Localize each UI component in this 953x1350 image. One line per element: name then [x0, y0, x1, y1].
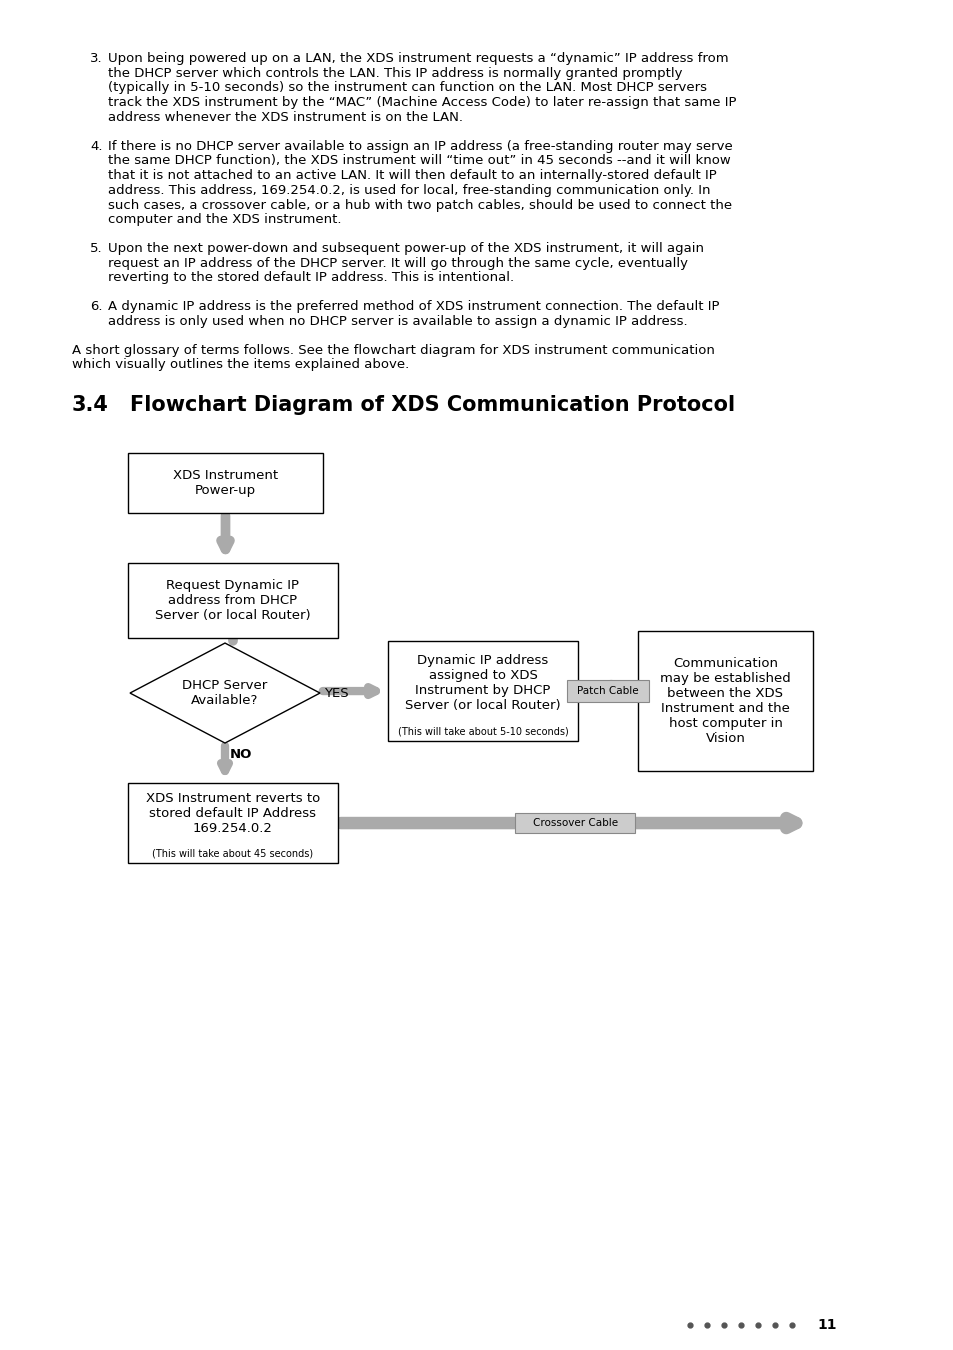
Text: reverting to the stored default IP address. This is intentional.: reverting to the stored default IP addre…: [108, 271, 514, 285]
Text: Dynamic IP address
assigned to XDS
Instrument by DHCP
Server (or local Router): Dynamic IP address assigned to XDS Instr…: [405, 653, 560, 711]
Text: address is only used when no DHCP server is available to assign a dynamic IP add: address is only used when no DHCP server…: [108, 315, 687, 328]
Text: 6.: 6.: [90, 300, 102, 313]
Text: Crossover Cable: Crossover Cable: [533, 818, 618, 828]
Text: NO: NO: [230, 748, 253, 761]
Text: (typically in 5-10 seconds) so the instrument can function on the LAN. Most DHCP: (typically in 5-10 seconds) so the instr…: [108, 81, 706, 95]
Text: Patch Cable: Patch Cable: [577, 686, 639, 697]
Text: which visually outlines the items explained above.: which visually outlines the items explai…: [71, 358, 409, 371]
Text: DHCP Server
Available?: DHCP Server Available?: [182, 679, 268, 707]
Text: (This will take about 45 seconds): (This will take about 45 seconds): [152, 848, 314, 859]
FancyBboxPatch shape: [515, 813, 635, 833]
Text: that it is not attached to an active LAN. It will then default to an internally-: that it is not attached to an active LAN…: [108, 169, 716, 182]
FancyBboxPatch shape: [128, 783, 337, 863]
Text: the same DHCP function), the XDS instrument will “time out” in 45 seconds --and : the same DHCP function), the XDS instrum…: [108, 154, 730, 167]
Text: 11: 11: [816, 1318, 836, 1332]
Text: address whenever the XDS instrument is on the LAN.: address whenever the XDS instrument is o…: [108, 111, 462, 124]
Text: (This will take about 5-10 seconds): (This will take about 5-10 seconds): [397, 726, 568, 736]
Text: Communication
may be established
between the XDS
Instrument and the
host compute: Communication may be established between…: [659, 657, 790, 745]
FancyBboxPatch shape: [128, 454, 323, 513]
Text: Upon being powered up on a LAN, the XDS instrument requests a “dynamic” IP addre: Upon being powered up on a LAN, the XDS …: [108, 53, 728, 65]
FancyBboxPatch shape: [566, 680, 648, 702]
FancyBboxPatch shape: [128, 563, 337, 639]
Text: A dynamic IP address is the preferred method of XDS instrument connection. The d: A dynamic IP address is the preferred me…: [108, 300, 719, 313]
FancyBboxPatch shape: [388, 641, 578, 741]
Text: YES: YES: [324, 687, 348, 699]
Text: XDS Instrument reverts to
stored default IP Address
169.254.0.2: XDS Instrument reverts to stored default…: [146, 792, 320, 834]
Text: Upon the next power-down and subsequent power-up of the XDS instrument, it will : Upon the next power-down and subsequent …: [108, 242, 703, 255]
Polygon shape: [130, 643, 319, 743]
Text: such cases, a crossover cable, or a hub with two patch cables, should be used to: such cases, a crossover cable, or a hub …: [108, 198, 731, 212]
Text: computer and the XDS instrument.: computer and the XDS instrument.: [108, 213, 341, 227]
Text: 3.4: 3.4: [71, 396, 109, 414]
Text: track the XDS instrument by the “MAC” (Machine Access Code) to later re-assign t: track the XDS instrument by the “MAC” (M…: [108, 96, 736, 109]
Text: 5.: 5.: [90, 242, 103, 255]
Text: address. This address, 169.254.0.2, is used for local, free-standing communicati: address. This address, 169.254.0.2, is u…: [108, 184, 710, 197]
Text: A short glossary of terms follows. See the flowchart diagram for XDS instrument : A short glossary of terms follows. See t…: [71, 344, 714, 356]
Text: 3.: 3.: [90, 53, 103, 65]
Text: XDS Instrument
Power-up: XDS Instrument Power-up: [172, 468, 277, 497]
Text: 4.: 4.: [90, 139, 102, 153]
Text: the DHCP server which controls the LAN. This IP address is normally granted prom: the DHCP server which controls the LAN. …: [108, 66, 681, 80]
Text: Request Dynamic IP
address from DHCP
Server (or local Router): Request Dynamic IP address from DHCP Ser…: [155, 579, 311, 622]
FancyBboxPatch shape: [638, 630, 812, 771]
Text: Flowchart Diagram of XDS Communication Protocol: Flowchart Diagram of XDS Communication P…: [130, 396, 735, 414]
Text: If there is no DHCP server available to assign an IP address (a free-standing ro: If there is no DHCP server available to …: [108, 139, 732, 153]
Text: request an IP address of the DHCP server. It will go through the same cycle, eve: request an IP address of the DHCP server…: [108, 256, 687, 270]
